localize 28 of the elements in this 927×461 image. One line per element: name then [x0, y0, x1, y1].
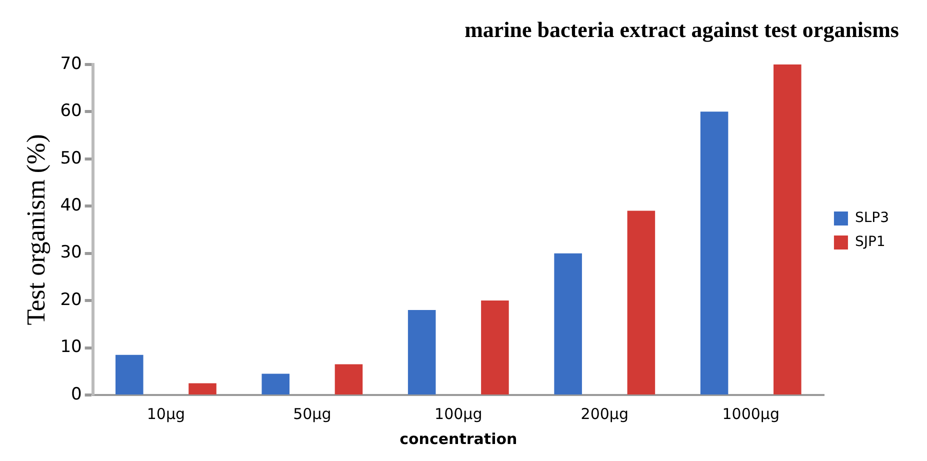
- y-tick-label: 0: [71, 384, 82, 404]
- chart-title: marine bacteria extract against test organisms: [464, 16, 900, 42]
- y-axis-title: Test organism (%): [21, 134, 50, 326]
- legend-label: SJP1: [854, 234, 886, 250]
- y-tick-label: 50: [60, 148, 82, 168]
- bar: [115, 354, 144, 394]
- y-tick-label: 30: [60, 242, 82, 263]
- legend-label: SLP3: [854, 210, 890, 226]
- x-axis-title: concentration: [400, 430, 518, 448]
- bar: [481, 300, 509, 394]
- bar: [774, 64, 802, 394]
- x-tick-label: 50µg: [293, 404, 332, 423]
- y-tick-label: 70: [60, 54, 82, 74]
- bar: [188, 383, 216, 394]
- x-tick-label: 10µg: [146, 404, 186, 423]
- y-tick-label: 10: [60, 337, 82, 358]
- bar: [627, 210, 656, 394]
- bar: [554, 253, 582, 394]
- x-tick-label: 100µg: [434, 404, 482, 423]
- y-tick-label: 40: [60, 196, 82, 216]
- y-tick-label: 20: [60, 290, 82, 310]
- bar: [262, 374, 290, 394]
- bar: [408, 310, 436, 394]
- x-tick-label: 1000µg: [722, 404, 780, 423]
- bar: [334, 364, 363, 394]
- y-tick-label: 60: [60, 101, 82, 122]
- x-tick-label: 200µg: [580, 404, 628, 423]
- bar: [700, 112, 728, 394]
